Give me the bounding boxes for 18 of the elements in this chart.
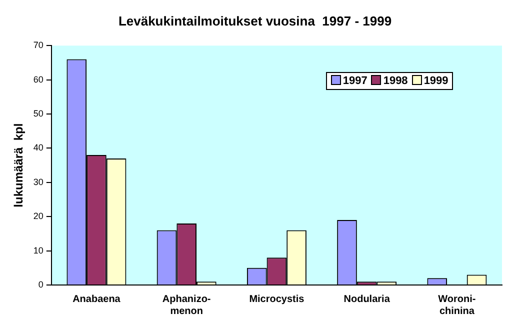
x-tick-label: Microcystis [249, 294, 305, 305]
y-tick-label: 10 [33, 245, 44, 256]
legend-label: 1998 [382, 74, 408, 87]
y-tick-label: 40 [33, 142, 44, 153]
x-tick-label: Anabaena [72, 294, 121, 305]
y-tick-label: 60 [33, 74, 44, 84]
chart-title: Leväkukintailmoitukset vuosina 1997 - 1999 [118, 13, 392, 28]
y-tick-label: 30 [33, 176, 44, 187]
x-tick-label: Woroni- chinina [438, 294, 476, 317]
x-tick-label: Nodularia [344, 294, 390, 305]
x-tick-label: Aphanizo- menon [162, 294, 211, 317]
legend-label: 1997 [342, 74, 368, 87]
y-axis-title: lukumäärä kpl [12, 123, 26, 208]
y-tick-label: 20 [33, 211, 44, 222]
y-tick-label: 50 [33, 108, 44, 118]
y-tick-label: 0 [38, 279, 44, 290]
legend-label: 1999 [422, 74, 448, 87]
y-tick-label: 70 [33, 40, 44, 50]
